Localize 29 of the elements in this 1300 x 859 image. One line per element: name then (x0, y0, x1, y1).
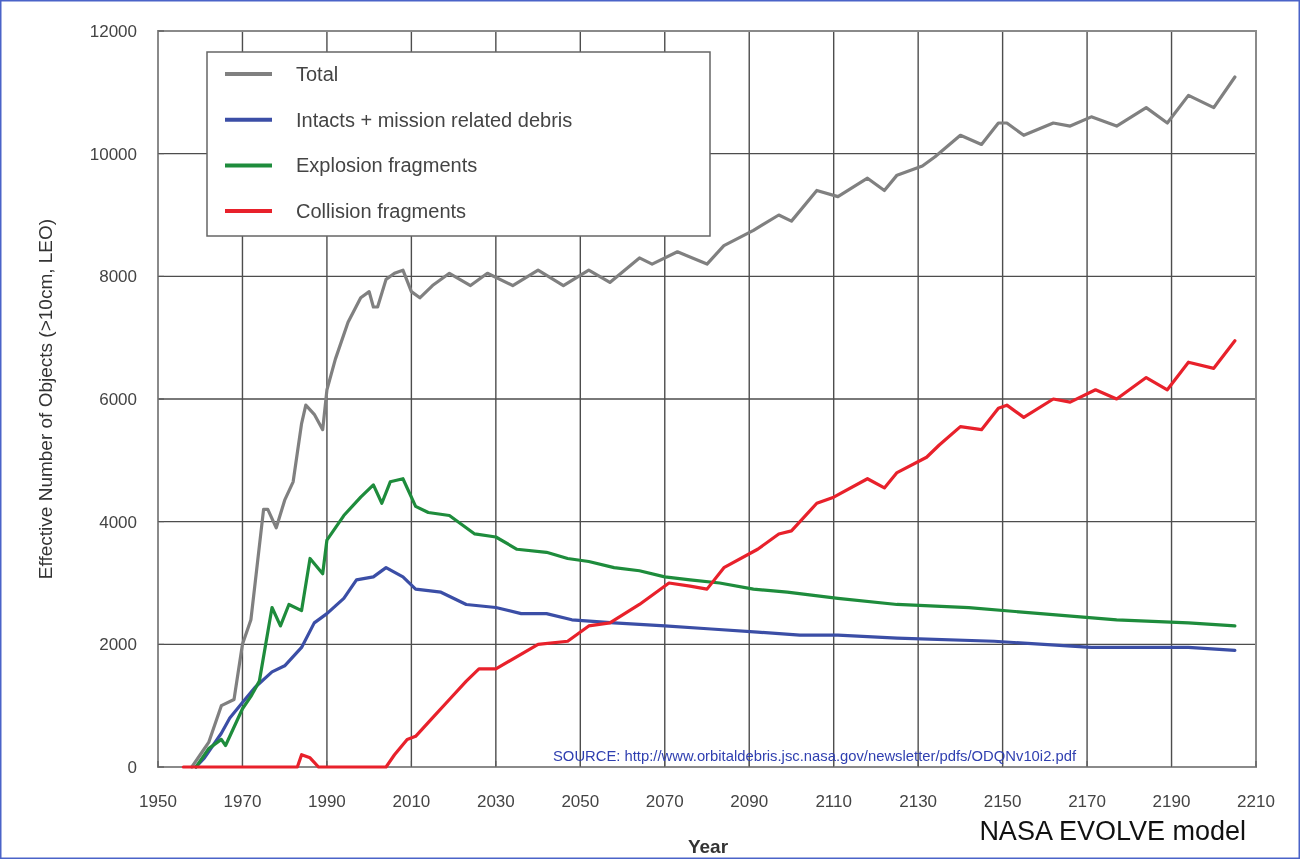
x-tick-label: 1950 (139, 792, 177, 811)
legend-label: Total (296, 63, 339, 85)
x-tick-label: 2130 (899, 792, 938, 811)
x-tick-label: 2190 (1152, 792, 1191, 811)
x-tick-label: 2030 (476, 792, 515, 811)
x-tick-label: 2050 (561, 792, 600, 811)
legend-label: Collision fragments (296, 200, 467, 223)
y-tick-label: 8000 (99, 267, 137, 287)
x-tick-label: 1970 (223, 792, 262, 811)
x-tick-label: 2110 (815, 792, 852, 811)
x-tick-label: 2170 (1068, 792, 1106, 811)
y-tick-label: 4000 (99, 512, 137, 532)
y-tick-label: 6000 (99, 389, 137, 409)
legend-label: Explosion fragments (296, 154, 478, 177)
y-axis-title: Effective Number of Objects (>10cm, LEO) (35, 218, 56, 580)
text: NASA EVOLVE model (979, 816, 1246, 846)
legend-label: Intacts + mission related debris (296, 108, 573, 131)
y-tick-label: 2000 (99, 635, 137, 655)
y-tick-label: 0 (127, 757, 137, 777)
x-tick-label: 2210 (1237, 792, 1275, 811)
x-tick-label: 2070 (645, 792, 684, 811)
y-tick-label: 12000 (89, 21, 137, 41)
x-axis-title: Year (687, 836, 729, 857)
x-tick-label: 2010 (392, 792, 431, 811)
x-tick-label: 2150 (983, 792, 1022, 811)
x-tick-label: 2090 (730, 792, 769, 811)
line-series (181, 339, 1237, 769)
x-tick-label: 1990 (308, 792, 346, 811)
y-tick-label: 10000 (89, 144, 137, 164)
